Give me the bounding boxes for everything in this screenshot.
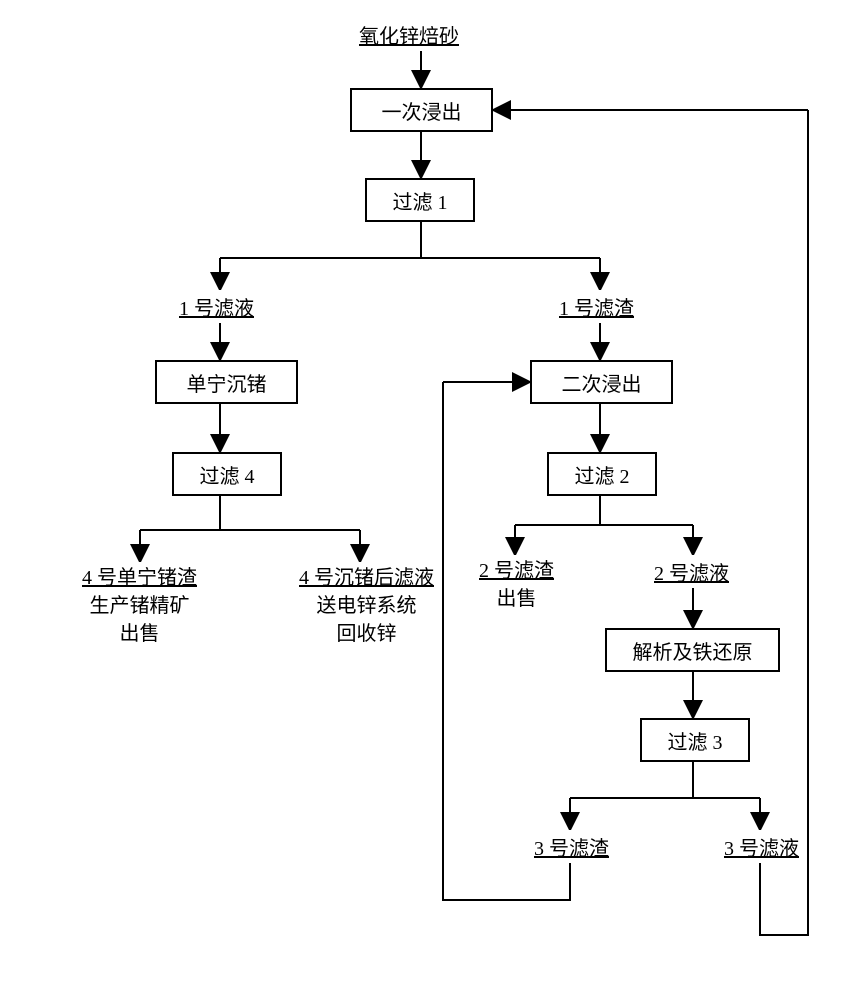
residue4-line3: 出售: [120, 620, 160, 648]
residue2-line1: 2 号滤渣: [479, 557, 554, 585]
residue4-line2: 生产锗精矿: [90, 592, 190, 620]
filtrate4-line3: 回收锌: [337, 620, 397, 648]
residue4-label: 4 号单宁锗渣 生产锗精矿 出售: [78, 562, 201, 650]
title-label: 氧化锌焙砂: [355, 18, 463, 51]
filtrate4-line2: 送电锌系统: [317, 592, 417, 620]
residue2-line2: 出售: [497, 585, 537, 613]
residue2-label: 2 号滤渣 出售: [475, 555, 558, 615]
filtrate4-label: 4 号沉锗后滤液 送电锌系统 回收锌: [295, 562, 438, 650]
filter2-box: 过滤 2: [547, 452, 657, 496]
step1-box: 一次浸出: [350, 88, 493, 132]
secondary-box: 二次浸出: [530, 360, 673, 404]
filter3-box: 过滤 3: [640, 718, 750, 762]
residue4-line1: 4 号单宁锗渣: [82, 564, 197, 592]
analysis-box: 解析及铁还原: [605, 628, 780, 672]
filtrate2-label: 2 号滤液: [650, 555, 733, 588]
tannin-box: 单宁沉锗: [155, 360, 298, 404]
residue3-label: 3 号滤渣: [530, 830, 613, 863]
filter4-box: 过滤 4: [172, 452, 282, 496]
filter1-box: 过滤 1: [365, 178, 475, 222]
filtrate4-line1: 4 号沉锗后滤液: [299, 564, 434, 592]
filtrate1-label: 1 号滤液: [175, 290, 258, 323]
residue1-label: 1 号滤渣: [555, 290, 638, 323]
filtrate3-label: 3 号滤液: [720, 830, 803, 863]
